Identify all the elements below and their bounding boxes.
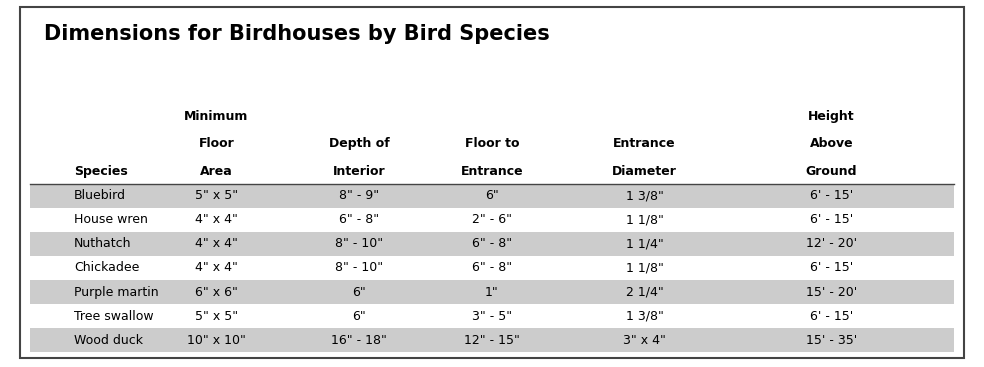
Text: 5" x 5": 5" x 5" [195,189,238,202]
Text: 2" - 6": 2" - 6" [472,213,512,226]
Text: Bluebird: Bluebird [74,189,126,202]
Text: 1 3/8": 1 3/8" [626,310,663,323]
Text: 2 1/4": 2 1/4" [626,286,663,298]
Text: 6' - 15': 6' - 15' [810,261,853,275]
Text: 6": 6" [485,189,499,202]
Text: 6": 6" [352,286,366,298]
Text: Chickadee: Chickadee [74,261,139,275]
Text: 4" x 4": 4" x 4" [195,213,238,226]
Text: 15' - 20': 15' - 20' [806,286,857,298]
Text: 6" - 8": 6" - 8" [339,213,379,226]
Text: Diameter: Diameter [612,165,677,178]
Text: Dimensions for Birdhouses by Bird Species: Dimensions for Birdhouses by Bird Specie… [44,24,550,44]
Bar [30,328,954,352]
Bar [30,232,954,256]
Text: 6' - 15': 6' - 15' [810,213,853,226]
Text: Purple martin: Purple martin [74,286,158,298]
Text: 6": 6" [352,310,366,323]
Text: Height: Height [808,110,855,123]
Text: 1 1/8": 1 1/8" [626,261,663,275]
Text: Species: Species [74,165,128,178]
Text: Entrance: Entrance [461,165,523,178]
Text: Tree swallow: Tree swallow [74,310,154,323]
Text: 6" x 6": 6" x 6" [195,286,238,298]
Text: Above: Above [810,138,853,150]
Text: 1 3/8": 1 3/8" [626,189,663,202]
Text: 6" - 8": 6" - 8" [472,237,512,250]
Text: 3" x 4": 3" x 4" [623,334,666,347]
Text: 6' - 15': 6' - 15' [810,189,853,202]
Text: 8" - 10": 8" - 10" [336,261,383,275]
Text: 3" - 5": 3" - 5" [472,310,512,323]
Text: 5" x 5": 5" x 5" [195,310,238,323]
Text: 1 1/8": 1 1/8" [626,213,663,226]
Text: 6' - 15': 6' - 15' [810,310,853,323]
Text: Nuthatch: Nuthatch [74,237,131,250]
Text: 12" - 15": 12" - 15" [464,334,520,347]
Text: 6" - 8": 6" - 8" [472,261,512,275]
Text: 8" - 9": 8" - 9" [339,189,379,202]
Text: 8" - 10": 8" - 10" [336,237,383,250]
Text: House wren: House wren [74,213,148,226]
Text: 4" x 4": 4" x 4" [195,261,238,275]
Text: Floor to: Floor to [464,138,520,150]
Text: 10" x 10": 10" x 10" [187,334,246,347]
Text: 1": 1" [485,286,499,298]
Text: 4" x 4": 4" x 4" [195,237,238,250]
Bar [30,184,954,208]
Bar [30,280,954,304]
Text: Depth of: Depth of [329,138,390,150]
Text: Interior: Interior [333,165,386,178]
Text: Minimum: Minimum [184,110,249,123]
Text: Floor: Floor [199,138,234,150]
Text: Wood duck: Wood duck [74,334,143,347]
Text: 12' - 20': 12' - 20' [806,237,857,250]
Text: Area: Area [200,165,233,178]
Text: Entrance: Entrance [613,138,676,150]
Text: 15' - 35': 15' - 35' [806,334,857,347]
Text: Ground: Ground [806,165,857,178]
Text: 16" - 18": 16" - 18" [332,334,387,347]
Text: 1 1/4": 1 1/4" [626,237,663,250]
